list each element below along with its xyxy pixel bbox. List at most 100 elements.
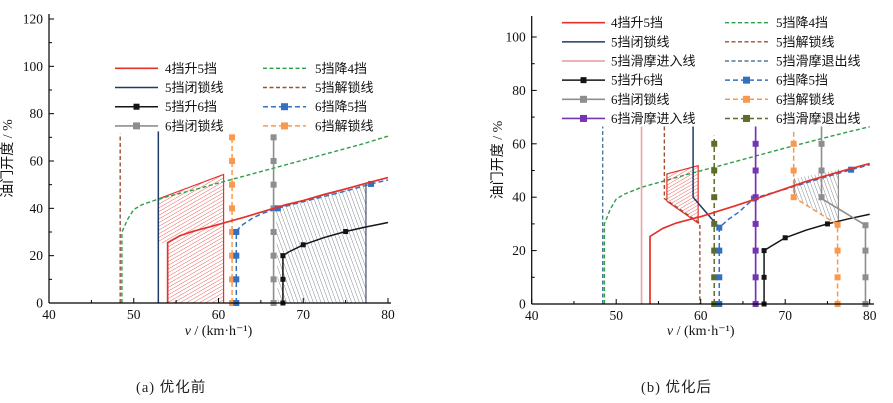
- chart-before-optimization: 40 50 60 70 80 0 20 40 60 80 100 120 v / (km·h⁻¹) 油门开…: [0, 0, 446, 372]
- tick-labels: 40 50 60 70 80 0 20 40 60 80 100 120: [23, 11, 395, 322]
- legend-marker-slip-exit-6: [743, 114, 750, 122]
- marker-unlock-6: [229, 205, 236, 212]
- y-tick-label: 80: [512, 83, 526, 98]
- legend-entry-slip-entry-6: 6挡滑摩进入线: [562, 111, 696, 126]
- marker-slip-exit-6: [711, 247, 718, 254]
- marker-lockup-6: [862, 247, 869, 254]
- y-tick-label: 120: [23, 11, 44, 26]
- legend-marker-upshift-5-6: [580, 77, 587, 84]
- tick-labels: 40 50 60 70 80 0 20 40 60 80 100: [505, 30, 876, 324]
- series-upshift-5-6: [761, 213, 870, 307]
- marker-upshift-5-6: [824, 221, 830, 227]
- legend-marker-upshift-5-6: [133, 103, 140, 110]
- marker-unlock-6: [834, 247, 841, 254]
- marker-upshift-5-6: [761, 248, 767, 254]
- marker-slip-entry-6: [752, 194, 759, 201]
- legend-marker-downshift-6-5: [743, 76, 750, 84]
- y-tick-label: 100: [23, 59, 44, 74]
- legend-entry-upshift-5-6: 5挡升6挡: [115, 99, 217, 114]
- series-downshift-5-4: [603, 126, 870, 304]
- x-axis-title: v / (km·h⁻¹): [667, 324, 735, 339]
- legend-entry-lockup-5: 5挡闭锁线: [115, 80, 224, 95]
- marker-lockup-6: [270, 252, 277, 259]
- legend-entry-downshift-5-4: 5挡降4挡: [263, 61, 367, 76]
- marker-unlock-6: [229, 157, 236, 164]
- y-axis-title: 油门开度 / %: [490, 120, 506, 199]
- marker-slip-entry-6: [752, 167, 759, 174]
- legend-label-downshift-5-4: 5挡降4挡: [315, 61, 367, 76]
- legend-entry-unlock-6: 6挡解锁线: [725, 92, 835, 107]
- legend-entry-lockup-6: 6挡闭锁线: [562, 92, 670, 107]
- legend-entry-downshift-6-5: 6挡降5挡: [725, 73, 828, 88]
- legend-label-lockup-6: 6挡闭锁线: [165, 118, 224, 133]
- marker-downshift-6-5: [233, 252, 240, 259]
- caption-before-optimization: (a) 优化前: [136, 380, 207, 396]
- marker-upshift-5-6: [280, 276, 286, 282]
- legend-entry-downshift-5-4: 5挡降4挡: [725, 15, 828, 30]
- legend-label-unlock-5: 5挡解锁线: [315, 80, 374, 95]
- legend-entry-lockup-6: 6挡闭锁线: [115, 118, 224, 133]
- marker-slip-exit-6: [711, 167, 718, 174]
- x-tick-label: 70: [778, 308, 792, 323]
- legend-label-downshift-5-4: 5挡降4挡: [776, 15, 828, 30]
- marker-lockup-6: [270, 181, 277, 188]
- marker-unlock-6: [229, 252, 236, 259]
- y-tick-label: 80: [30, 106, 44, 121]
- marker-unlock-6: [834, 221, 841, 228]
- x-tick-label: 50: [609, 308, 623, 323]
- marker-unlock-6: [229, 228, 236, 235]
- legend: 4挡升5挡 5挡降4挡 5挡闭锁线 5挡解锁线 5挡升6挡 6挡降5挡 6挡闭锁线 6挡解锁线: [115, 61, 374, 133]
- chart-a-svg: 40 50 60 70 80 0 20 40 60 80 100 120 v / (km·h⁻¹) 油门开…: [0, 11, 395, 339]
- y-tick-label: 60: [512, 136, 526, 151]
- legend-marker-slip-entry-6: [580, 114, 587, 122]
- legend-label-unlock-6: 6挡解锁线: [315, 118, 374, 133]
- marker-lockup-6: [862, 274, 869, 281]
- x-tick-label: 70: [297, 307, 311, 322]
- legend-entry-downshift-6-5: 6挡降5挡: [263, 99, 367, 114]
- legend-label-upshift-5-6: 5挡升6挡: [165, 99, 217, 114]
- x-tick-label: 40: [525, 308, 539, 323]
- legend-label-slip-entry-5: 5挡滑摩进入线: [611, 54, 696, 69]
- legend-label-upshift-5-6: 5挡升6挡: [611, 73, 663, 88]
- legend-entry-unlock-5: 5挡解锁线: [263, 80, 374, 95]
- x-tick-label: 60: [694, 308, 708, 323]
- region-b-region-5up6-diff: [793, 169, 840, 225]
- marker-unlock-6: [790, 194, 797, 201]
- marker-lockup-6: [270, 134, 277, 141]
- legend-marker-downshift-6-5: [281, 103, 288, 111]
- marker-slip-exit-6: [711, 274, 718, 281]
- marker-slip-entry-6: [752, 247, 759, 254]
- series-slip-exit-6: [711, 135, 718, 307]
- legend-label-unlock-5: 5挡解锁线: [776, 34, 835, 49]
- series-lockup-6: [270, 134, 277, 306]
- marker-unlock-6: [790, 167, 797, 174]
- marker-upshift-5-6: [343, 229, 349, 235]
- marker-lockup-6: [270, 276, 277, 283]
- legend-label-lockup-5: 5挡闭锁线: [165, 80, 224, 95]
- y-tick-label: 20: [30, 248, 44, 263]
- legend-entry-slip-entry-5: 5挡滑摩进入线: [562, 54, 696, 69]
- legend-entry-upshift-5-6: 5挡升6挡: [562, 73, 663, 88]
- y-tick-label: 0: [519, 297, 526, 312]
- marker-slip-exit-6: [711, 140, 718, 147]
- marker-lockup-6: [818, 167, 825, 174]
- legend-label-unlock-6: 6挡解锁线: [776, 92, 835, 107]
- marker-downshift-6-5: [274, 205, 281, 212]
- legend-entry-slip-exit-5: 5挡滑摩退出线: [725, 54, 861, 69]
- marker-lockup-6: [270, 157, 277, 164]
- marker-unlock-6: [834, 274, 841, 281]
- chart-b-svg: 40 50 60 70 80 0 20 40 60 80 100 v / (km·h⁻¹) 油门开度 /…: [490, 15, 877, 339]
- series-upshift-4-5: [649, 162, 870, 304]
- series-upshift-4-5: [166, 176, 389, 303]
- series-downshift-5-4: [121, 135, 389, 303]
- marker-downshift-6-5: [716, 224, 723, 231]
- x-tick-label: 60: [212, 307, 226, 322]
- marker-slip-exit-6: [711, 220, 718, 227]
- axes: [48, 14, 391, 304]
- caption-after-optimization: (b) 优化后: [641, 380, 713, 396]
- marker-upshift-5-6: [761, 274, 767, 280]
- legend-label-upshift-4-5: 4挡升5挡: [611, 15, 663, 30]
- legend-label-lockup-6: 6挡闭锁线: [611, 92, 670, 107]
- x-tick-label: 50: [127, 307, 141, 322]
- x-tick-label: 40: [42, 307, 56, 322]
